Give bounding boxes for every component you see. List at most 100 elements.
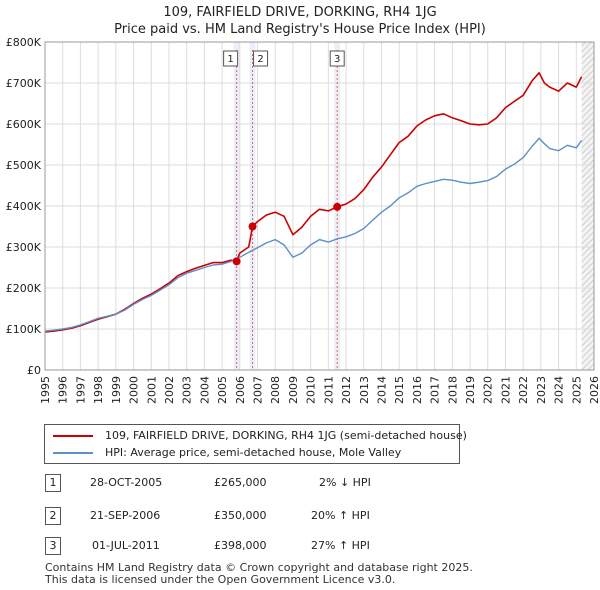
forecast-hatch xyxy=(581,177,595,191)
plot-frame xyxy=(44,41,595,371)
forecast-hatch xyxy=(581,63,595,77)
x-tick-label: 2002 xyxy=(163,376,176,404)
chart-title: 109, FAIRFIELD DRIVE, DORKING, RH4 1JG xyxy=(163,5,437,20)
sale-label-box xyxy=(223,50,239,67)
sale-point xyxy=(333,202,342,211)
y-tick-label: £300K xyxy=(6,241,42,254)
x-tick-label: 2005 xyxy=(216,376,229,404)
forecast-hatch xyxy=(581,51,595,65)
x-tick-label: 2018 xyxy=(446,376,459,404)
x-tick-label: 2025 xyxy=(570,376,583,404)
forecast-hatch xyxy=(581,243,595,257)
x-tick-label: 2012 xyxy=(340,376,353,404)
x-tick-label: 2019 xyxy=(464,376,477,404)
x-tick-label: 1996 xyxy=(57,376,70,404)
sale-point xyxy=(232,257,241,266)
forecast-hatch xyxy=(581,225,595,239)
legend: 109, FAIRFIELD DRIVE, DORKING, RH4 1JG (… xyxy=(44,424,467,464)
y-tick-label: £400K xyxy=(6,200,42,213)
forecast-hatch xyxy=(581,309,595,323)
legend-label-price: 109, FAIRFIELD DRIVE, DORKING, RH4 1JG (… xyxy=(105,429,467,442)
x-tick-label: 2013 xyxy=(358,376,371,404)
price-chart: 1 2 3 £0 £100K £200K £300K £400K £500K £600K £700K… xyxy=(6,36,600,404)
x-tick-label: 1995 xyxy=(39,376,52,404)
forecast-hatch xyxy=(581,41,592,53)
forecast-hatch xyxy=(587,363,595,371)
forecast-hatch xyxy=(581,237,595,251)
sale-hpi-diff: 27% ↑ HPI xyxy=(311,539,370,552)
forecast-hatch xyxy=(581,129,595,143)
x-tick-label: 2022 xyxy=(517,376,530,404)
sale-price: £398,000 xyxy=(214,539,267,552)
sale-point xyxy=(248,222,257,231)
forecast-hatch xyxy=(581,249,595,263)
forecast-hatch xyxy=(581,147,595,161)
x-tick-label: 2024 xyxy=(553,376,566,404)
x-tick-label: 2015 xyxy=(393,376,406,404)
forecast-hatch xyxy=(581,219,595,233)
forecast-hatch xyxy=(581,135,595,149)
table-row: 2 21-SEP-2006 £350,000 20% ↑ HPI xyxy=(0,507,600,527)
forecast-hatch xyxy=(581,99,595,113)
y-tick-label: £600K xyxy=(6,118,42,131)
x-tick-label: 2001 xyxy=(145,376,158,404)
forecast-hatch xyxy=(581,123,595,137)
forecast-hatch xyxy=(581,75,595,89)
x-tick-label: 2007 xyxy=(252,376,265,404)
forecast-hatch xyxy=(581,165,595,179)
forecast-hatch xyxy=(581,261,595,275)
y-tick-label: £500K xyxy=(6,159,42,172)
forecast-hatch xyxy=(581,207,595,221)
forecast-hatch xyxy=(581,141,595,155)
forecast-hatch xyxy=(581,171,595,185)
forecast-hatch xyxy=(581,351,595,365)
legend-label-hpi: HPI: Average price, semi-detached house,… xyxy=(105,446,402,459)
x-tick-label: 2016 xyxy=(411,376,424,404)
forecast-hatch xyxy=(581,303,595,317)
forecast-hatch xyxy=(581,87,595,101)
forecast-hatch xyxy=(581,81,595,95)
forecast-hatch xyxy=(581,111,595,125)
x-tick-label: 2014 xyxy=(375,376,388,404)
forecast-hatch xyxy=(581,273,595,287)
forecast-hatch xyxy=(581,159,595,173)
y-tick-label: £0 xyxy=(27,364,41,377)
forecast-hatch xyxy=(581,153,595,167)
sale-label-box xyxy=(253,50,269,67)
x-tick-label: 2020 xyxy=(482,376,495,404)
forecast-hatch xyxy=(581,93,595,107)
sale-badge: 1 xyxy=(45,474,61,492)
x-tick-label: 2000 xyxy=(128,376,141,404)
x-tick-label: 2008 xyxy=(269,376,282,404)
sale-badge: 2 xyxy=(45,507,61,525)
footer-copyright: Contains HM Land Registry data © Crown c… xyxy=(45,561,473,574)
chart-subtitle: Price paid vs. HM Land Registry's House … xyxy=(114,22,486,37)
sale-date: 28-OCT-2005 xyxy=(90,476,163,489)
forecast-hatch xyxy=(581,189,595,203)
x-tick-label: 2023 xyxy=(535,376,548,404)
forecast-hatch xyxy=(581,41,586,47)
x-tick-label: 2006 xyxy=(234,376,247,404)
x-tick-label: 1999 xyxy=(110,376,123,404)
x-tick-label: 2010 xyxy=(305,376,318,404)
sale-label: 3 xyxy=(334,54,340,65)
table-row: 3 01-JUL-2011 £398,000 27% ↑ HPI xyxy=(0,537,600,557)
forecast-hatch xyxy=(581,183,595,197)
x-tick-label: 2011 xyxy=(322,376,335,404)
forecast-hatch xyxy=(581,45,595,59)
sale-price: £265,000 xyxy=(214,476,267,489)
sale-date: 01-JUL-2011 xyxy=(92,539,160,552)
sale-price: £350,000 xyxy=(214,509,267,522)
forecast-hatch xyxy=(581,327,595,341)
forecast-hatch xyxy=(581,57,595,71)
series-line-price xyxy=(44,72,583,333)
y-tick-label: £700K xyxy=(6,77,42,90)
x-tick-label: 2017 xyxy=(429,376,442,404)
sale-hpi-diff: 20% ↑ HPI xyxy=(311,509,370,522)
sale-hpi-diff: 2% ↓ HPI xyxy=(319,476,371,489)
forecast-hatch xyxy=(581,279,595,293)
y-tick-label: £200K xyxy=(6,282,42,295)
forecast-hatch xyxy=(581,339,595,353)
table-row: 1 28-OCT-2005 £265,000 2% ↓ HPI xyxy=(0,474,600,494)
x-tick-label: 2003 xyxy=(181,376,194,404)
